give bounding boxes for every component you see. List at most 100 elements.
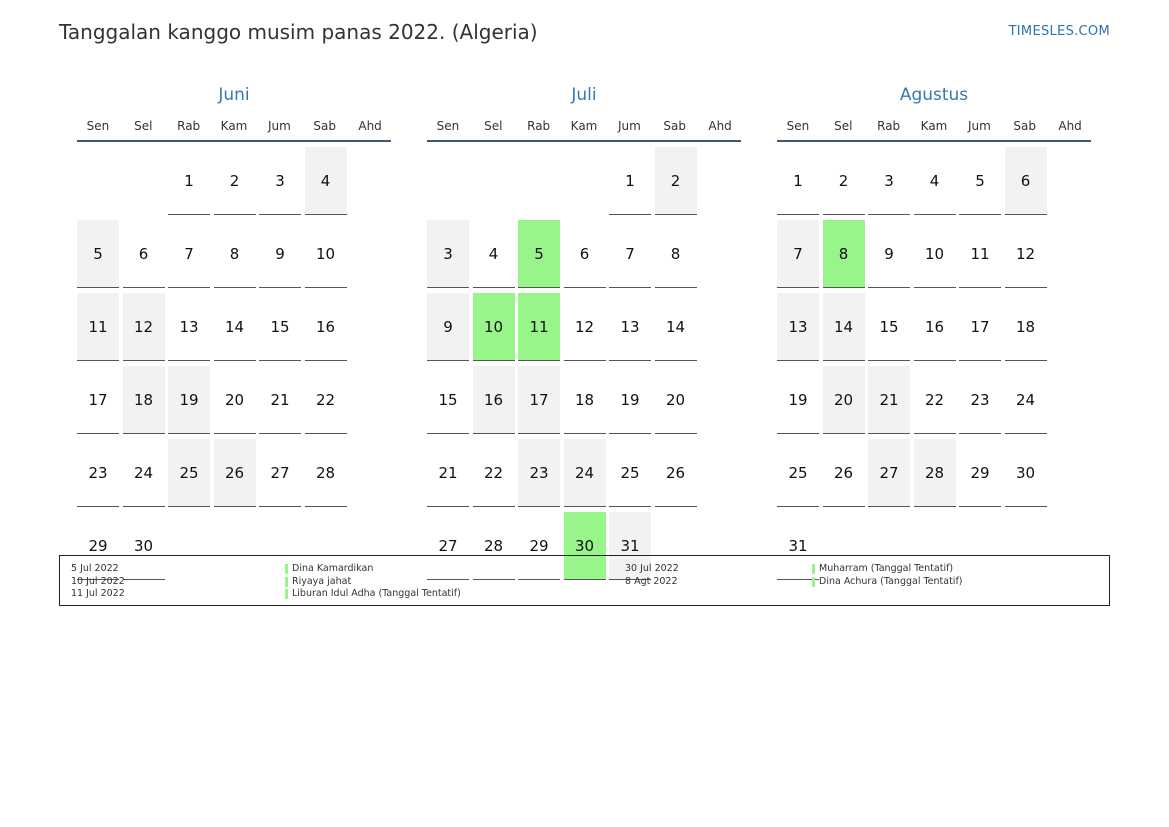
day-cell: 26 bbox=[822, 439, 865, 507]
day-cell: 12 bbox=[563, 293, 606, 361]
month-title: Juni bbox=[218, 85, 250, 105]
legend-holiday-name: Dina Kamardikan bbox=[292, 563, 374, 574]
day-cell: 3 bbox=[427, 220, 469, 288]
day-cell: 24 bbox=[563, 439, 606, 507]
day-cell: 24 bbox=[1004, 366, 1047, 434]
day-grid: 1 2 3 4 5 6 7 8 9 10 11 12 13 14 15 16 17 18 19 20 21 22 23 24 2… bbox=[77, 147, 391, 580]
holiday-day-cell: 10 bbox=[472, 293, 515, 361]
day-cell: 21 bbox=[868, 366, 910, 434]
holiday-day-cell: 30 bbox=[563, 512, 606, 580]
day-cell: 28 bbox=[304, 439, 347, 507]
day-cell: 30 bbox=[122, 512, 165, 580]
legend-date: 5 Jul 2022 bbox=[71, 563, 119, 574]
legend-right-names: Muharram (Tanggal Tentatif) Dina Achura … bbox=[812, 563, 963, 588]
empty-cell bbox=[473, 147, 515, 215]
brand-link[interactable]: TIMESLES.COM bbox=[1008, 24, 1110, 39]
day-cell: 17 bbox=[959, 293, 1001, 361]
day-cell: 8 bbox=[654, 220, 697, 288]
day-cell: 4 bbox=[472, 220, 515, 288]
day-cell: 2 bbox=[213, 147, 256, 215]
empty-cell bbox=[123, 147, 165, 215]
holiday-day-cell: 8 bbox=[822, 220, 865, 288]
day-cell: 29 bbox=[518, 512, 560, 580]
day-cell: 12 bbox=[1004, 220, 1047, 288]
day-cell: 9 bbox=[259, 220, 301, 288]
legend-entry: Liburan Idul Adha (Tanggal Tentatif) bbox=[285, 588, 461, 601]
weekday-label: Kam bbox=[920, 119, 948, 133]
holiday-color-marker bbox=[812, 576, 815, 587]
weekday-header: Sen Sel Rab Kam Jum Sab Ahd bbox=[427, 118, 741, 142]
holiday-color-marker bbox=[812, 564, 815, 575]
legend-entry: Dina Achura (Tanggal Tentatif) bbox=[812, 576, 963, 589]
day-cell: 19 bbox=[777, 366, 819, 434]
day-cell: 4 bbox=[913, 147, 956, 215]
day-cell: 4 bbox=[304, 147, 347, 215]
day-cell: 9 bbox=[427, 293, 469, 361]
day-cell: 18 bbox=[563, 366, 606, 434]
day-cell: 14 bbox=[213, 293, 256, 361]
day-cell: 14 bbox=[822, 293, 865, 361]
month-juni: Juni Sen Sel Rab Kam Jum Sab Ahd 1 2 3 4 5 6 7 8 9 10 11 12… bbox=[77, 84, 391, 580]
day-cell: 18 bbox=[122, 366, 165, 434]
legend-date: 30 Jul 2022 bbox=[625, 563, 679, 574]
weekday-label: Sel bbox=[834, 119, 853, 133]
day-cell: 13 bbox=[609, 293, 651, 361]
day-cell: 5 bbox=[77, 220, 119, 288]
day-cell: 16 bbox=[304, 293, 347, 361]
weekday-label: Sel bbox=[484, 119, 503, 133]
day-cell: 28 bbox=[472, 512, 515, 580]
day-cell: 8 bbox=[213, 220, 256, 288]
day-cell: 16 bbox=[472, 366, 515, 434]
empty-cell bbox=[77, 147, 119, 215]
month-title: Juli bbox=[571, 85, 597, 105]
empty-cell bbox=[427, 147, 469, 215]
day-cell: 22 bbox=[304, 366, 347, 434]
day-grid: 1 2 3 4 5 6 7 8 9 10 11 12 13 14 15 16 17 18 19 20 21 22 23 24 2… bbox=[427, 147, 741, 580]
weekday-header: Sen Sel Rab Kam Jum Sab Ahd bbox=[777, 118, 1091, 142]
day-cell: 1 bbox=[168, 147, 210, 215]
day-cell: 6 bbox=[122, 220, 165, 288]
weekday-header: Sen Sel Rab Kam Jum Sab Ahd bbox=[77, 118, 391, 142]
day-cell: 3 bbox=[868, 147, 910, 215]
legend-date: 11 Jul 2022 bbox=[71, 588, 125, 599]
legend-entry: Muharram (Tanggal Tentatif) bbox=[812, 563, 963, 576]
day-cell: 30 bbox=[1004, 439, 1047, 507]
day-cell: 3 bbox=[259, 147, 301, 215]
weekday-label: Rab bbox=[877, 119, 901, 133]
day-cell: 21 bbox=[427, 439, 469, 507]
weekday-label: Rab bbox=[527, 119, 551, 133]
day-grid: 1 2 3 4 5 6 7 8 9 10 11 12 13 14 15 16 17 18 19 20 21 22 23 24 2… bbox=[777, 147, 1091, 580]
month-agustus: Agustus Sen Sel Rab Kam Jum Sab Ahd 1 2 3 4 5 6 7 8 9 10 1… bbox=[777, 84, 1091, 580]
day-cell: 10 bbox=[913, 220, 956, 288]
day-cell: 15 bbox=[427, 366, 469, 434]
weekday-label: Sel bbox=[134, 119, 153, 133]
day-cell: 28 bbox=[913, 439, 956, 507]
day-cell: 11 bbox=[77, 293, 119, 361]
day-cell: 9 bbox=[868, 220, 910, 288]
day-cell: 25 bbox=[777, 439, 819, 507]
day-cell: 20 bbox=[213, 366, 256, 434]
holiday-color-marker bbox=[285, 576, 288, 587]
legend-holiday-name: Muharram (Tanggal Tentatif) bbox=[819, 563, 954, 574]
day-cell: 17 bbox=[77, 366, 119, 434]
day-cell: 23 bbox=[518, 439, 560, 507]
day-cell: 1 bbox=[609, 147, 651, 215]
day-cell: 5 bbox=[959, 147, 1001, 215]
weekday-label: Sab bbox=[313, 119, 337, 133]
weekday-label: Sen bbox=[436, 119, 460, 133]
day-cell: 31 bbox=[777, 512, 819, 580]
day-cell: 7 bbox=[777, 220, 819, 288]
day-cell: 15 bbox=[868, 293, 910, 361]
day-cell: 25 bbox=[609, 439, 651, 507]
legend-left-names: Dina Kamardikan Riyaya jahat Liburan Idu… bbox=[285, 563, 461, 601]
legend-entry: Riyaya jahat bbox=[285, 576, 461, 589]
day-cell: 1 bbox=[777, 147, 819, 215]
weekday-label: Jum bbox=[617, 119, 641, 133]
day-cell: 10 bbox=[304, 220, 347, 288]
weekday-label: Sab bbox=[1013, 119, 1037, 133]
day-cell: 15 bbox=[259, 293, 301, 361]
month-title: Agustus bbox=[899, 85, 969, 105]
weekday-label: Sen bbox=[786, 119, 810, 133]
day-cell: 27 bbox=[868, 439, 910, 507]
day-cell: 2 bbox=[654, 147, 697, 215]
